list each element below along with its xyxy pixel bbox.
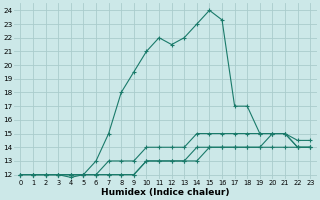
X-axis label: Humidex (Indice chaleur): Humidex (Indice chaleur) xyxy=(101,188,229,197)
